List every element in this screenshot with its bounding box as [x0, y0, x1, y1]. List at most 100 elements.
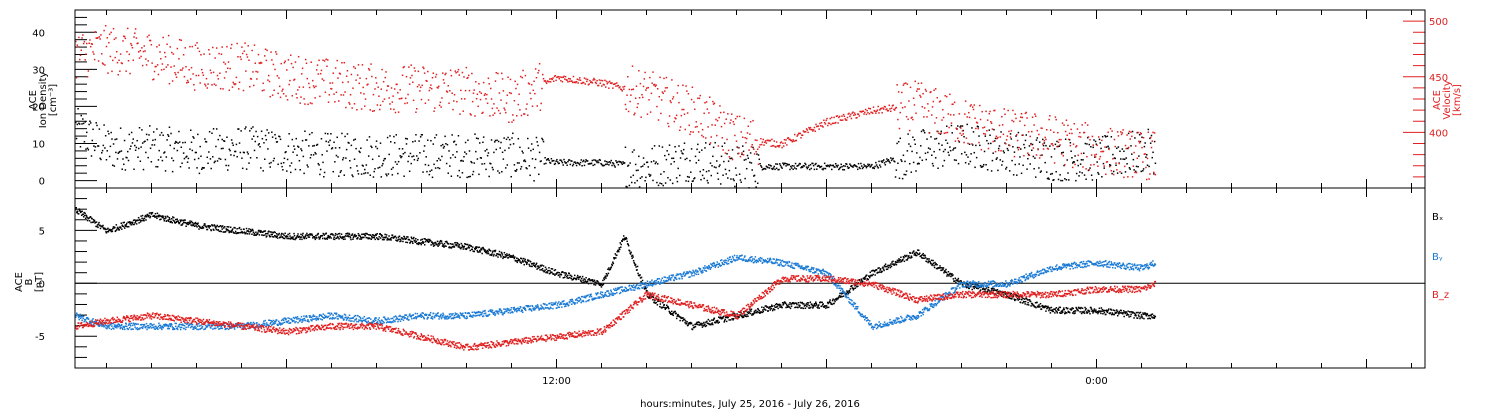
- data-point: [1105, 146, 1108, 148]
- data-point: [264, 234, 266, 236]
- data-point: [1115, 311, 1117, 314]
- data-point: [398, 98, 401, 100]
- data-point: [496, 253, 499, 255]
- data-point: [860, 162, 862, 165]
- data-point: [655, 84, 657, 86]
- data-point: [297, 55, 300, 58]
- data-point: [1055, 118, 1057, 121]
- data-point: [1133, 151, 1135, 154]
- data-point: [931, 154, 933, 157]
- data-point: [792, 139, 794, 141]
- data-point: [409, 241, 412, 244]
- data-point: [267, 148, 269, 150]
- data-point: [954, 140, 957, 142]
- data-point: [764, 305, 767, 307]
- data-point: [180, 39, 183, 42]
- data-point: [477, 105, 479, 108]
- data-point: [292, 236, 294, 238]
- data-point: [1068, 179, 1070, 181]
- data-point: [364, 234, 367, 237]
- data-point: [267, 74, 270, 77]
- data-point: [1082, 159, 1084, 161]
- data-point: [487, 152, 490, 154]
- data-point: [1057, 141, 1060, 144]
- data-point: [262, 82, 264, 85]
- data-point: [332, 234, 334, 236]
- data-point: [849, 291, 851, 294]
- data-point: [1114, 145, 1116, 148]
- data-point: [890, 107, 893, 110]
- data-point: [877, 167, 879, 169]
- data-point: [976, 122, 979, 124]
- data-point: [761, 311, 764, 314]
- data-point: [437, 242, 440, 245]
- data-point: [675, 150, 677, 153]
- data-point: [689, 323, 691, 325]
- data-point: [838, 116, 840, 119]
- data-point: [606, 82, 609, 85]
- data-point: [487, 77, 490, 80]
- data-point: [379, 142, 382, 144]
- data-point: [1016, 139, 1019, 142]
- data-point: [571, 80, 573, 82]
- data-point: [639, 82, 642, 85]
- data-point: [730, 157, 733, 160]
- data-point: [590, 81, 592, 84]
- data-point: [288, 83, 290, 86]
- data-point: [581, 281, 583, 284]
- data-point: [1057, 178, 1060, 181]
- data-point: [786, 163, 788, 165]
- data-point: [905, 173, 907, 176]
- data-point: [219, 225, 221, 228]
- data-point: [222, 88, 224, 90]
- data-point: [104, 64, 106, 66]
- data-point: [971, 283, 974, 286]
- data-point: [580, 82, 583, 85]
- data-point: [500, 251, 503, 254]
- data-point: [1056, 140, 1058, 143]
- data-point: [223, 140, 225, 142]
- data-point: [899, 111, 902, 114]
- data-point: [278, 135, 280, 138]
- data-point: [237, 232, 240, 234]
- data-point: [144, 50, 146, 52]
- data-point: [919, 96, 922, 98]
- data-point: [744, 313, 746, 316]
- data-point: [486, 148, 488, 151]
- data-point: [1024, 139, 1027, 142]
- data-point: [432, 243, 434, 246]
- data-point: [340, 94, 342, 96]
- data-point: [623, 162, 626, 164]
- data-point: [129, 72, 131, 75]
- data-point: [1045, 310, 1047, 312]
- data-point: [899, 261, 901, 263]
- data-point: [939, 133, 942, 135]
- data-point: [501, 78, 504, 80]
- data-point: [911, 256, 913, 259]
- data-point: [1140, 170, 1142, 173]
- data-point: [569, 163, 572, 166]
- data-point: [863, 277, 865, 279]
- data-point: [223, 226, 226, 228]
- data-point: [611, 82, 613, 84]
- data-point: [1097, 311, 1100, 313]
- data-point: [164, 218, 166, 220]
- data-point: [278, 77, 280, 79]
- data-point: [753, 153, 756, 155]
- data-point: [501, 151, 504, 154]
- data-point: [354, 138, 357, 141]
- data-point: [251, 138, 253, 140]
- data-point: [466, 176, 468, 179]
- data-point: [1001, 115, 1003, 118]
- data-point: [904, 254, 906, 257]
- data-point: [628, 88, 631, 91]
- data-point: [765, 165, 768, 168]
- data-point: [219, 134, 221, 137]
- data-point: [267, 79, 269, 81]
- data-point: [428, 240, 430, 242]
- data-point: [627, 76, 629, 78]
- data-point: [397, 160, 400, 163]
- data-point: [1019, 301, 1022, 304]
- data-point: [156, 212, 159, 215]
- data-point: [894, 160, 896, 163]
